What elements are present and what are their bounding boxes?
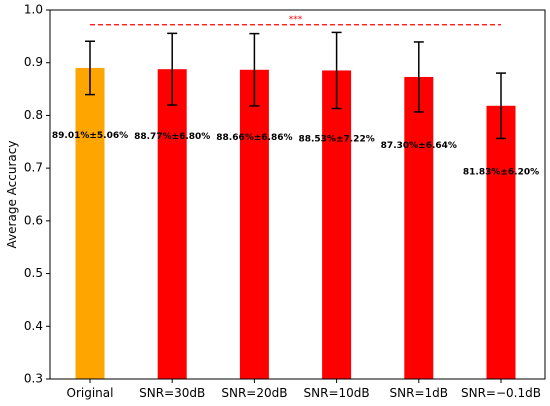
y-tick-label-1: 0.4 <box>24 319 43 333</box>
x-tick-label-5: SNR=−0.1dB <box>461 386 541 400</box>
error-bar-1 <box>167 32 178 106</box>
data-label-0: 89.01%±5.06% <box>52 131 128 141</box>
x-tick-label-0: Original <box>67 386 114 400</box>
y-tick-label-3: 0.6 <box>24 213 43 227</box>
y-tick-label-2: 0.5 <box>24 266 43 280</box>
bar-5 <box>486 105 516 379</box>
error-bar-4 <box>413 41 424 113</box>
bar-0 <box>75 67 105 380</box>
x-tick-label-2: SNR=20dB <box>221 386 287 400</box>
x-tick-label-3: SNR=10dB <box>304 386 370 400</box>
axes-layer: 0.3 0.4 0.5 0.6 0.7 0.8 0.9 1.0 Original SNR=30dB… <box>24 3 546 400</box>
y-tick-label-6: 0.9 <box>24 55 43 69</box>
bar-2 <box>239 69 269 379</box>
x-tick-label-1: SNR=30dB <box>139 386 205 400</box>
bar-4 <box>404 76 434 379</box>
error-bar-5 <box>496 72 506 140</box>
error-bar-2 <box>249 32 260 107</box>
y-tick-label-7: 1.0 <box>24 3 43 17</box>
error-bar-0 <box>85 40 95 96</box>
plot-frame <box>49 9 546 380</box>
data-labels-layer: 89.01%±5.06% 88.77%±6.80% 88.66%±6.86% 88.5… <box>52 131 539 177</box>
y-axis-label: Average Accuracy <box>5 141 19 249</box>
error-bars-layer <box>85 31 506 140</box>
data-label-1: 88.77%±6.80% <box>134 132 210 142</box>
error-bar-3 <box>331 31 342 110</box>
data-label-4: 87.30%±6.64% <box>381 141 457 151</box>
bar-3 <box>322 70 352 379</box>
data-label-2: 88.66%±6.86% <box>216 133 292 143</box>
bars-layer <box>75 67 516 380</box>
significance-layer: *** <box>90 15 501 26</box>
y-tick-label-0: 0.3 <box>24 372 43 386</box>
y-tick-label-5: 0.8 <box>24 108 43 122</box>
significance-stars: *** <box>289 15 303 25</box>
y-tick-label-4: 0.7 <box>24 161 43 175</box>
data-label-5: 81.83%±6.20% <box>463 167 539 177</box>
x-tick-label-4: SNR=1dB <box>390 386 448 400</box>
bar-1 <box>157 69 187 379</box>
data-label-3: 88.53%±7.22% <box>298 135 374 145</box>
